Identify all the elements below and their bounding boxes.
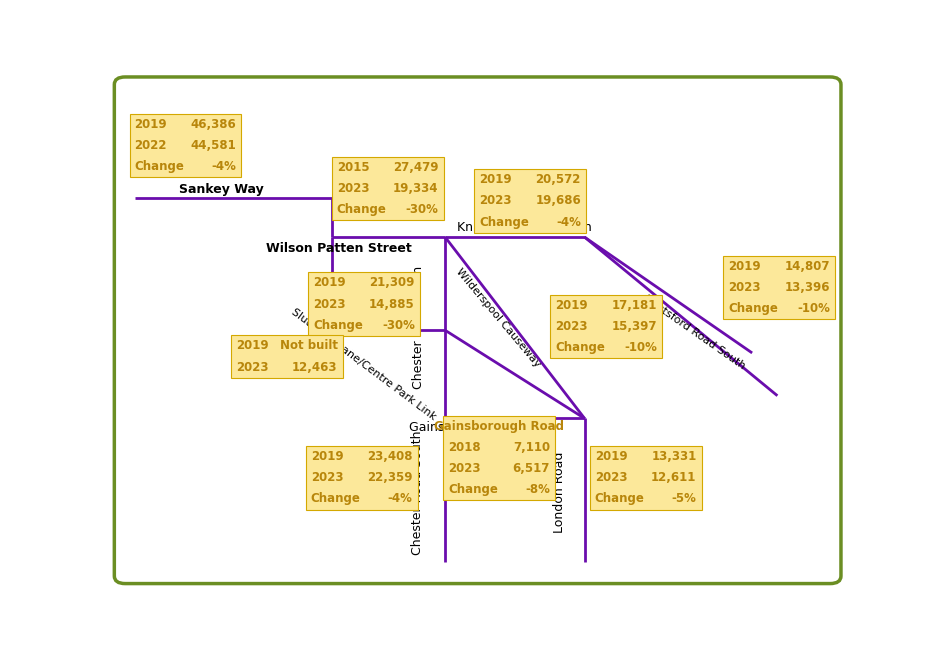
- Text: Not built: Not built: [280, 339, 337, 353]
- Text: 7,110: 7,110: [513, 441, 550, 454]
- Text: Change: Change: [595, 492, 645, 506]
- Bar: [230, 336, 343, 377]
- Text: 2022: 2022: [134, 139, 167, 152]
- Text: London Road: London Road: [553, 452, 566, 533]
- Bar: [443, 416, 555, 500]
- Text: Change: Change: [134, 160, 185, 173]
- Text: -4%: -4%: [212, 160, 237, 173]
- Text: 2023: 2023: [236, 360, 268, 373]
- Text: Gainsborough Road: Gainsborough Road: [434, 420, 564, 433]
- Text: 2019: 2019: [555, 299, 587, 312]
- Text: 2023: 2023: [555, 320, 587, 334]
- Text: 23,408: 23,408: [367, 450, 413, 463]
- Text: 2019: 2019: [236, 339, 268, 353]
- Text: -4%: -4%: [556, 216, 581, 228]
- Text: 2019: 2019: [595, 450, 627, 463]
- Text: 2019: 2019: [313, 277, 346, 290]
- Text: 2023: 2023: [448, 462, 481, 475]
- Text: 2023: 2023: [310, 472, 343, 485]
- Bar: [723, 256, 835, 319]
- Text: Change: Change: [310, 492, 361, 506]
- Text: 20,572: 20,572: [536, 173, 581, 186]
- Text: 2023: 2023: [595, 472, 627, 485]
- Text: -10%: -10%: [624, 341, 657, 354]
- Text: -5%: -5%: [672, 492, 696, 506]
- Text: Change: Change: [728, 302, 778, 315]
- Text: Sankey Way: Sankey Way: [179, 182, 264, 196]
- Text: 12,463: 12,463: [292, 360, 337, 373]
- Bar: [550, 295, 662, 358]
- Bar: [474, 169, 586, 233]
- Text: 2019: 2019: [134, 118, 167, 131]
- Text: 13,396: 13,396: [785, 281, 830, 294]
- Text: 13,331: 13,331: [651, 450, 696, 463]
- Text: -30%: -30%: [382, 318, 415, 332]
- Text: 17,181: 17,181: [611, 299, 657, 312]
- Text: Chester Road North: Chester Road North: [412, 266, 425, 389]
- Text: 22,359: 22,359: [367, 472, 413, 485]
- Text: 2019: 2019: [310, 450, 343, 463]
- Text: Change: Change: [448, 483, 498, 496]
- Text: Wilson Patten Street: Wilson Patten Street: [267, 242, 412, 255]
- Text: 2019: 2019: [479, 173, 512, 186]
- Text: Gainsborough Road: Gainsborough Road: [409, 421, 532, 434]
- Text: 19,334: 19,334: [393, 182, 439, 195]
- Text: -10%: -10%: [797, 302, 830, 315]
- Text: -4%: -4%: [388, 492, 413, 506]
- Text: -30%: -30%: [405, 203, 439, 216]
- Text: 46,386: 46,386: [191, 118, 237, 131]
- Text: 14,885: 14,885: [369, 298, 415, 311]
- Text: 15,397: 15,397: [611, 320, 657, 334]
- Text: Wilderspool Causeway: Wilderspool Causeway: [454, 266, 542, 369]
- Text: 2019: 2019: [728, 260, 761, 273]
- Text: 2023: 2023: [728, 281, 761, 294]
- Text: Knutsford Road South: Knutsford Road South: [642, 294, 747, 371]
- Text: Change: Change: [555, 341, 605, 354]
- Text: 27,479: 27,479: [393, 161, 439, 173]
- Text: Change: Change: [313, 318, 363, 332]
- Bar: [130, 114, 241, 177]
- Text: 2018: 2018: [448, 441, 481, 454]
- Text: 2015: 2015: [336, 161, 369, 173]
- Text: Change: Change: [336, 203, 387, 216]
- Text: 2023: 2023: [336, 182, 369, 195]
- Bar: [306, 446, 418, 509]
- Text: 19,686: 19,686: [535, 194, 581, 207]
- Text: Chester Road South: Chester Road South: [411, 430, 424, 555]
- Text: 2023: 2023: [313, 298, 346, 311]
- Text: 21,309: 21,309: [369, 277, 415, 290]
- Text: -8%: -8%: [525, 483, 550, 496]
- Text: 2023: 2023: [479, 194, 512, 207]
- Bar: [590, 446, 702, 509]
- Text: Knutsford Road North: Knutsford Road North: [458, 220, 592, 233]
- Text: Slutchers Lane/Centre Park Link: Slutchers Lane/Centre Park Link: [289, 307, 438, 422]
- Text: 44,581: 44,581: [191, 139, 237, 152]
- Text: 6,517: 6,517: [513, 462, 550, 475]
- Text: 12,611: 12,611: [651, 472, 696, 485]
- Text: Change: Change: [479, 216, 529, 228]
- Bar: [308, 272, 420, 336]
- Bar: [332, 156, 444, 220]
- Text: 14,807: 14,807: [785, 260, 830, 273]
